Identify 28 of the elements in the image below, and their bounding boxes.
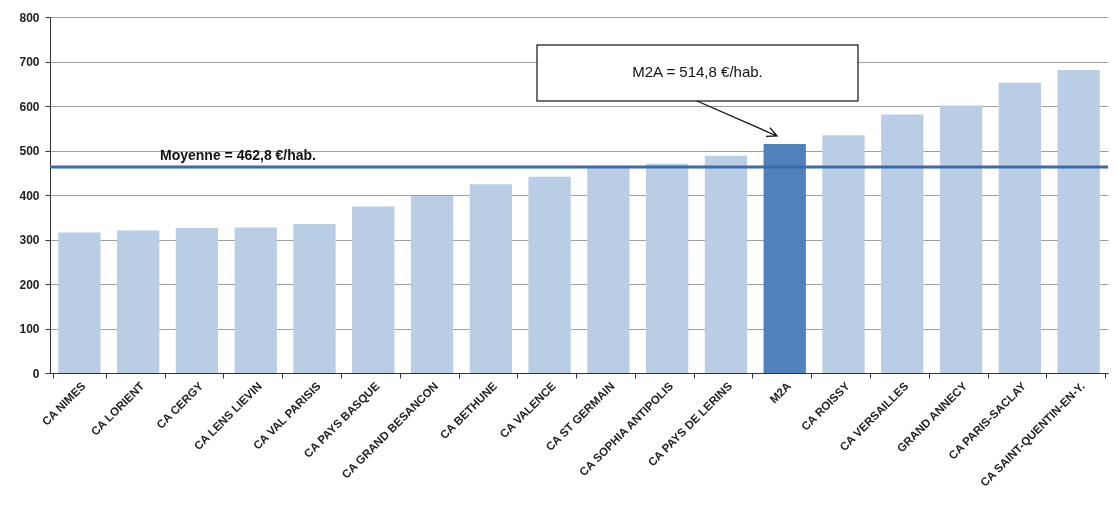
y-tick-label: 400 (19, 188, 40, 203)
bar (998, 82, 1041, 373)
bar (763, 143, 806, 373)
bar (175, 227, 219, 373)
y-tick-label: 800 (19, 10, 40, 25)
bar (469, 184, 512, 373)
ref-line-label: Moyenne = 462,8 €/hab. (160, 147, 317, 164)
y-tick-label: 500 (19, 144, 40, 158)
bar (528, 176, 571, 373)
bar (881, 114, 924, 373)
bar (234, 227, 277, 373)
bar (58, 232, 101, 373)
bar (822, 135, 865, 373)
bar (410, 195, 454, 373)
y-tick-label: 100 (19, 322, 40, 336)
bar (352, 206, 395, 373)
y-tick-label: 600 (19, 99, 40, 114)
bar (117, 230, 160, 373)
bar (293, 223, 336, 373)
bar (1057, 69, 1100, 373)
bar (646, 163, 689, 373)
bar (939, 105, 983, 373)
y-tick-label: 0 (32, 366, 40, 381)
y-tick-label: 200 (19, 277, 40, 292)
y-tick-label: 700 (19, 55, 40, 69)
y-tick-label: 300 (19, 233, 40, 247)
annotation: M2A = 514,8 €/hab. (632, 62, 763, 80)
bar (704, 155, 748, 373)
